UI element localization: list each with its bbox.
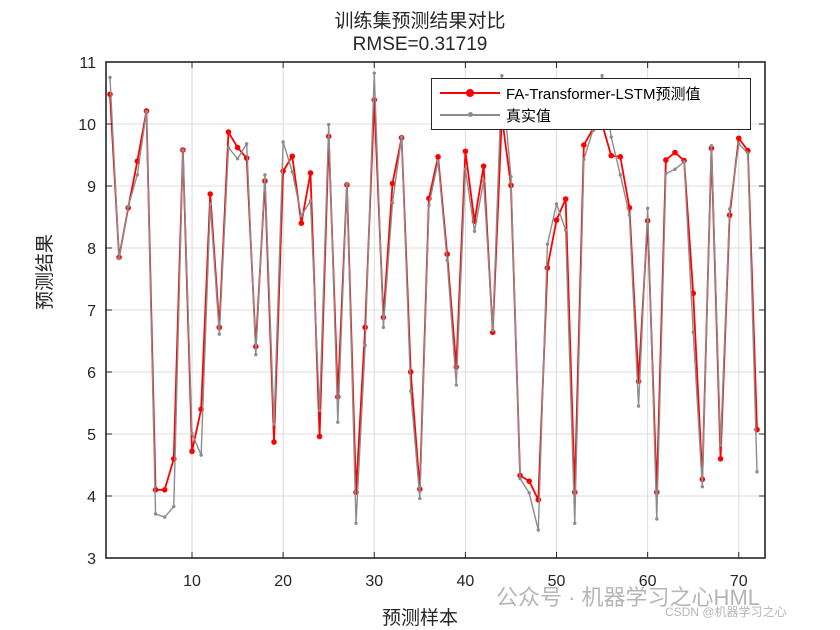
series-true-values	[108, 71, 759, 532]
svg-text:11: 11	[79, 55, 96, 72]
svg-text:40: 40	[456, 573, 474, 590]
svg-text:9: 9	[87, 179, 96, 196]
svg-text:30: 30	[365, 573, 383, 590]
svg-text:4: 4	[87, 489, 96, 506]
legend-item-true: 真实值	[432, 104, 551, 126]
svg-text:7: 7	[87, 303, 96, 320]
tick-labels: 10 20 30 40 50 60 70 3 4 5 6 7 8 9 10 11	[78, 55, 748, 590]
svg-text:10: 10	[78, 117, 96, 134]
axes	[105, 61, 766, 559]
legend: FA-Transformer-LSTM预测值 真实值	[431, 78, 751, 130]
pred-line-marker-icon	[440, 89, 500, 97]
legend-item-pred: FA-Transformer-LSTM预测值	[432, 82, 700, 104]
svg-text:60: 60	[639, 573, 657, 590]
series-predicted-values	[107, 91, 760, 503]
svg-text:50: 50	[548, 573, 566, 590]
legend-label-pred: FA-Transformer-LSTM预测值	[506, 85, 701, 103]
true-line-marker-icon	[440, 112, 500, 117]
svg-text:3: 3	[87, 551, 96, 568]
svg-text:8: 8	[87, 241, 96, 258]
svg-text:70: 70	[730, 573, 748, 590]
y-axis-label: 预测结果	[34, 233, 56, 310]
svg-text:10: 10	[183, 573, 201, 590]
chart-subtitle: RMSE=0.31719	[352, 34, 488, 55]
svg-text:20: 20	[274, 573, 292, 590]
x-axis-label: 预测样本	[381, 607, 458, 629]
chart-title: 训练集预测结果对比	[334, 10, 506, 32]
watermark-csdn: CSDN @机器学习之心	[665, 605, 787, 619]
svg-text:6: 6	[87, 365, 96, 382]
watermark-wechat: 公众号 · 机器学习之心HML	[496, 585, 761, 610]
svg-text:5: 5	[87, 427, 96, 444]
legend-label-true: 真实值	[506, 106, 552, 125]
